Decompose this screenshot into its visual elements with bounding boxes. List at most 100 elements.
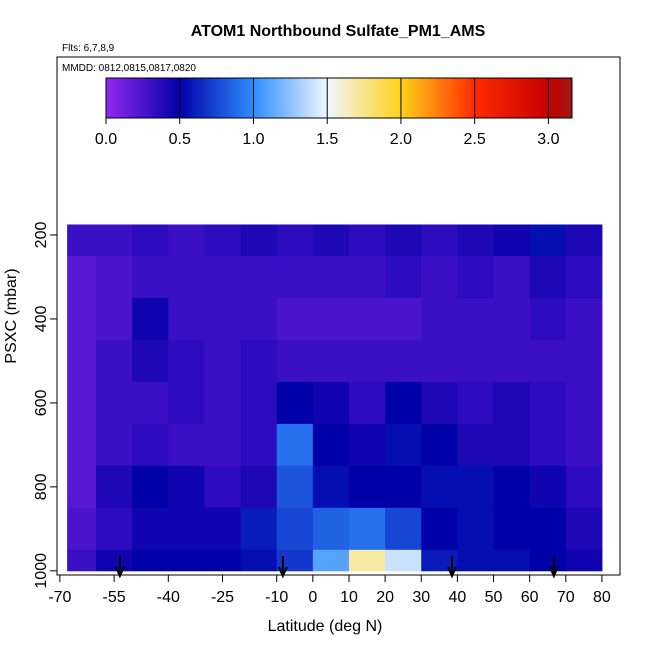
colorbar-tick-label: 3.0 bbox=[537, 131, 559, 148]
heat-cell bbox=[529, 224, 567, 257]
heat-cell bbox=[385, 423, 422, 467]
colorbar-tick-label: 1.0 bbox=[242, 131, 264, 148]
heat-cell bbox=[276, 224, 314, 257]
heat-cell bbox=[96, 507, 133, 551]
heat-cell bbox=[348, 549, 386, 572]
flight-marker bbox=[114, 556, 125, 579]
heat-cell bbox=[276, 549, 314, 572]
heat-cell bbox=[385, 339, 422, 383]
heat-cell bbox=[132, 339, 169, 383]
marker-head bbox=[114, 566, 125, 579]
heat-cell bbox=[276, 465, 314, 509]
marker-head bbox=[447, 566, 457, 579]
colorbar-tick-label: 0.0 bbox=[95, 131, 117, 148]
heat-cell bbox=[529, 549, 567, 572]
heat-cell bbox=[67, 549, 97, 572]
flight-marker bbox=[548, 556, 559, 579]
heat-cell bbox=[67, 339, 97, 383]
heat-cell bbox=[204, 423, 242, 467]
heat-cell bbox=[312, 423, 350, 467]
heat-cell bbox=[168, 381, 205, 425]
heat-cell bbox=[240, 549, 278, 572]
heat-cell bbox=[67, 423, 97, 467]
heat-cell bbox=[168, 255, 205, 299]
heat-cell bbox=[529, 507, 567, 551]
heat-cell bbox=[385, 297, 422, 341]
marker-head bbox=[548, 566, 559, 579]
heat-cell bbox=[565, 507, 603, 551]
heat-cell bbox=[565, 465, 603, 509]
heat-cell bbox=[276, 423, 314, 467]
colorbar-tick-label: 1.5 bbox=[316, 131, 338, 148]
heat-cell bbox=[565, 224, 603, 257]
x-tick-label: 40 bbox=[448, 589, 466, 606]
heat-cell bbox=[204, 549, 242, 572]
heat-cell bbox=[312, 465, 350, 509]
heat-cell bbox=[348, 423, 386, 467]
heat-cell bbox=[348, 339, 386, 383]
x-tick-label: -40 bbox=[157, 589, 180, 606]
x-tick-label: -70 bbox=[48, 589, 71, 606]
heat-cell bbox=[168, 549, 205, 572]
heat-cell bbox=[240, 339, 278, 383]
heat-cell bbox=[457, 297, 495, 341]
heat-cell bbox=[312, 381, 350, 425]
heat-cell bbox=[96, 224, 133, 257]
heat-cell bbox=[348, 224, 386, 257]
heat-cell bbox=[204, 297, 242, 341]
heat-cell bbox=[168, 507, 205, 551]
y-tick-label: 800 bbox=[33, 473, 50, 500]
heat-cell bbox=[312, 224, 350, 257]
heat-cell bbox=[132, 423, 169, 467]
heat-cell bbox=[493, 465, 531, 509]
heat-cell bbox=[493, 339, 531, 383]
heat-cell bbox=[493, 381, 531, 425]
y-tick-label: 600 bbox=[33, 389, 50, 416]
heat-cell bbox=[204, 465, 242, 509]
heat-cell bbox=[529, 339, 567, 383]
annotation: MMDD: 0812,0815,0817,0820 bbox=[62, 63, 196, 74]
heat-cell bbox=[348, 381, 386, 425]
heat-cell bbox=[204, 255, 242, 299]
heat-cell bbox=[493, 255, 531, 299]
heat-cell bbox=[457, 255, 495, 299]
heat-cell bbox=[421, 255, 458, 299]
heat-cell bbox=[240, 507, 278, 551]
flight-marker bbox=[447, 556, 457, 579]
y-tick-label: 400 bbox=[33, 305, 50, 332]
heat-cell bbox=[421, 465, 458, 509]
heat-cell bbox=[565, 423, 603, 467]
heat-cell bbox=[348, 507, 386, 551]
heat-cell bbox=[421, 507, 458, 551]
heat-cell bbox=[96, 339, 133, 383]
heat-cell bbox=[457, 381, 495, 425]
heat-cell bbox=[385, 255, 422, 299]
heat-cell bbox=[240, 381, 278, 425]
heat-cell bbox=[421, 339, 458, 383]
heat-cell bbox=[96, 297, 133, 341]
heat-cell bbox=[565, 381, 603, 425]
heat-cell bbox=[240, 297, 278, 341]
heat-cell bbox=[204, 381, 242, 425]
heat-cell bbox=[529, 423, 567, 467]
heat-cell bbox=[421, 224, 458, 257]
heat-cell bbox=[132, 465, 169, 509]
heat-cell bbox=[204, 339, 242, 383]
heat-cell bbox=[276, 381, 314, 425]
heat-cell bbox=[529, 255, 567, 299]
heat-cell bbox=[204, 224, 242, 257]
heat-cell bbox=[457, 339, 495, 383]
heat-cell bbox=[385, 381, 422, 425]
heat-cell bbox=[67, 507, 97, 551]
x-tick-label: 30 bbox=[412, 589, 430, 606]
heat-cell bbox=[168, 224, 205, 257]
heat-cell bbox=[457, 465, 495, 509]
heat-cell bbox=[385, 507, 422, 551]
x-tick-label: 20 bbox=[376, 589, 394, 606]
y-axis-label: PSXC (mbar) bbox=[3, 268, 20, 363]
colorbar-tick-label: 2.5 bbox=[464, 131, 486, 148]
heat-cell bbox=[132, 549, 169, 572]
heat-cell bbox=[67, 255, 97, 299]
heat-cell bbox=[96, 549, 133, 572]
heat-cell bbox=[529, 465, 567, 509]
